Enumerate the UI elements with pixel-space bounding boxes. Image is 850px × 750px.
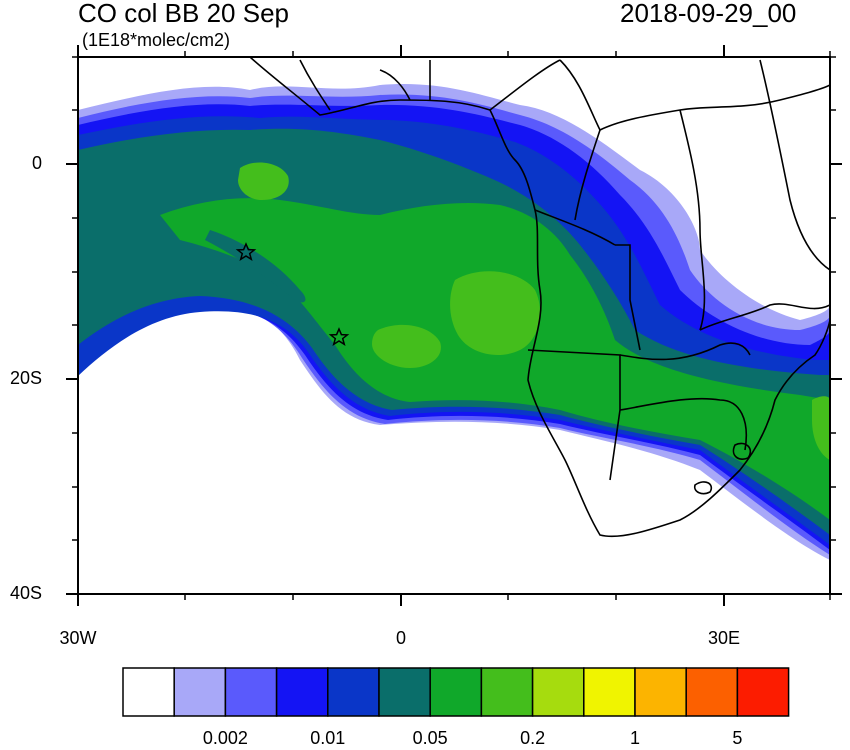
- plume-level-lightgreen-2: [372, 324, 441, 368]
- star-markers: [235, 242, 350, 346]
- colorbar-box: [327, 667, 380, 717]
- lat-label-40s: 40S: [9, 583, 42, 603]
- map-title: CO col BB 20 Sep: [78, 0, 289, 28]
- colorbar-box: [583, 667, 636, 717]
- colorbar-box: [685, 667, 739, 717]
- colorbar-label-0002: 0.002: [202, 728, 248, 748]
- colorbar-box: [378, 667, 431, 717]
- colorbar-box: [173, 667, 227, 717]
- datetime-label: 2018-09-29_00: [620, 0, 797, 28]
- plume-level-lightgreen-1: [450, 271, 540, 355]
- colorbar-box: [531, 667, 585, 717]
- plume-field: [78, 84, 830, 561]
- plume-streak: [205, 230, 306, 303]
- colorbar-label-5: 5: [732, 728, 743, 748]
- lon-label-30e: 30E: [707, 628, 741, 648]
- star-marker-1: [235, 242, 257, 261]
- lat-ticks-minor: [72, 56, 836, 541]
- plume-level-lightgreen-4: [812, 396, 830, 460]
- colorbar-label-1: 1: [629, 728, 640, 748]
- lon-label-30w: 30W: [59, 628, 97, 648]
- lon-ticks-major: [77, 45, 725, 606]
- colorbar-box: [736, 667, 790, 717]
- colorbar-label-005: 0.05: [412, 728, 448, 748]
- colorbar-box: [122, 667, 175, 717]
- star-marker-2: [328, 327, 350, 346]
- coastlines: [249, 57, 830, 538]
- lon-label-0: 0: [395, 628, 406, 648]
- lon-ticks-minor: [184, 51, 831, 600]
- colorbar-box: [634, 667, 687, 717]
- lat-label-20s: 20S: [9, 368, 42, 388]
- lat-ticks-major: [66, 163, 842, 595]
- map-frame: [66, 45, 842, 606]
- colorbar-box: [480, 667, 534, 717]
- colorbar-box: [275, 667, 329, 717]
- colorbar-box: [429, 667, 483, 717]
- colorbar-label-001: 0.01: [310, 728, 346, 748]
- colorbar-label-02: 0.2: [520, 728, 546, 748]
- colorbar-box: [224, 667, 278, 717]
- plume-level-green: [160, 198, 830, 520]
- colorbar-boxes: [122, 667, 790, 717]
- units-label: (1E18*molec/cm2): [82, 30, 231, 50]
- lat-label-0: 0: [31, 153, 42, 173]
- plume-level-lightgreen-3: [238, 162, 289, 200]
